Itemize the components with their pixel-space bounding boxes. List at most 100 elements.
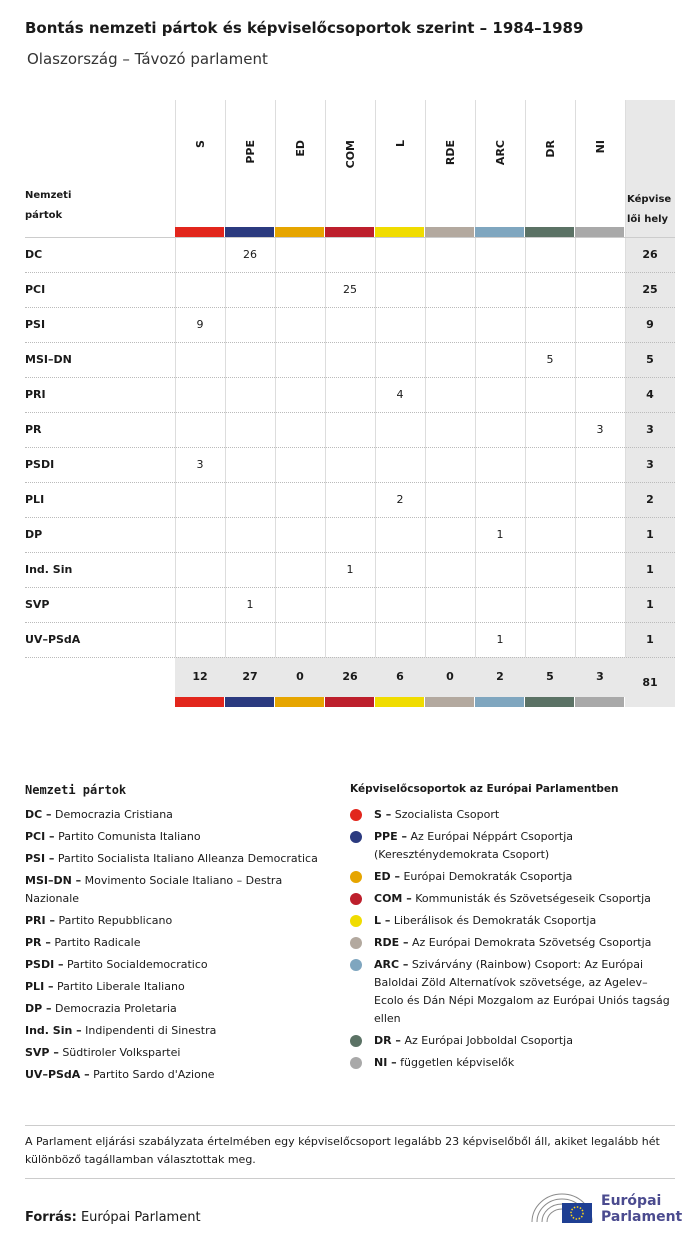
cell-value: 2 [396, 493, 404, 506]
legend-abbr: DP – [25, 1002, 52, 1015]
legend-abbr: DC – [25, 808, 52, 821]
legend-name: Partito Repubblicano [58, 914, 173, 927]
logo-line: Európai [601, 1193, 662, 1209]
legend-abbr: PLI – [25, 980, 54, 993]
legend-name: Democrazia Proletaria [55, 1002, 177, 1015]
legend-item: PCI – Partito Comunista Italiano [25, 828, 325, 846]
row-rule [25, 622, 675, 623]
column-rule [225, 100, 226, 657]
divider [25, 1125, 675, 1126]
legend-name: Partito Sardo d'Azione [93, 1068, 215, 1081]
party-label: MSI–DN [25, 353, 72, 366]
group-header: L [394, 140, 407, 148]
legend-name: Kommunisták és Szövetségeseik Csoportja [415, 892, 651, 905]
group-header: RDE [444, 140, 457, 166]
legend-abbr: S – [374, 808, 392, 821]
legend-abbr: L – [374, 914, 391, 927]
legend-item: PR – Partito Radicale [25, 934, 325, 952]
row-rule [25, 447, 675, 448]
source-text: Európai Parlament [80, 1210, 201, 1225]
legend-item: COM – Kommunisták és Szövetségeseik Csop… [374, 890, 676, 908]
row-rule [25, 307, 675, 308]
column-rule [175, 100, 176, 657]
legend-abbr: Ind. Sin – [25, 1024, 82, 1037]
color-bar [275, 227, 324, 237]
legend-abbr: NI – [374, 1056, 397, 1069]
group-header: ED [294, 140, 307, 157]
party-label: Ind. Sin [25, 563, 73, 576]
legend-name: Szivárvány (Rainbow) Csoport: Az Európai… [374, 958, 670, 1025]
legend-name: Movimento Sociale Italiano – Destra Nazi… [25, 874, 283, 905]
cell-value: 1 [496, 633, 504, 646]
legend-abbr: COM – [374, 892, 412, 905]
column-total: 0 [296, 670, 304, 683]
legend-heading: Nemzeti pártok [25, 783, 127, 797]
logo-text: Európai Parlament [601, 1193, 682, 1225]
group-header: PPE [244, 140, 257, 164]
title: Bontás nemzeti pártok és képviselőcsopor… [25, 19, 584, 37]
legend-abbr: ED – [374, 870, 400, 883]
legend-dot [350, 893, 362, 905]
cell-value: 25 [343, 283, 357, 296]
party-label: UV–PSdA [25, 633, 81, 646]
cell-value: 1 [346, 563, 354, 576]
legend-item: PLI – Partito Liberale Italiano [25, 978, 325, 996]
legend-name: független képviselők [400, 1056, 515, 1069]
legend-name: Szocialista Csoport [394, 808, 500, 821]
color-bar [225, 227, 274, 237]
cell-value: 1 [246, 598, 254, 611]
legend-item: PPE – Az Európai Néppárt Csoportja (Kere… [374, 828, 676, 864]
legend-name: Európai Demokraták Csoportja [403, 870, 573, 883]
divider [25, 1178, 675, 1179]
party-label: PCI [25, 283, 46, 296]
legend-abbr: SVP – [25, 1046, 59, 1059]
legend-abbr: UV–PSdA – [25, 1068, 90, 1081]
legend-name: Partito Liberale Italiano [57, 980, 185, 993]
row-rule [25, 517, 675, 518]
party-label: DC [25, 248, 43, 261]
legend-name: Az Európai Jobboldal Csoportja [404, 1034, 573, 1047]
column-total: 26 [342, 670, 358, 683]
logo-line: Parlament [601, 1209, 683, 1225]
legend-dot [350, 1057, 362, 1069]
column-rule [375, 100, 376, 657]
legend-dot [350, 871, 362, 883]
group-header: DR [544, 140, 557, 158]
legend-dot [350, 1035, 362, 1047]
color-bar [425, 227, 474, 237]
row-rule [25, 657, 675, 658]
column-rule [275, 100, 276, 657]
footnote: A Parlament eljárási szabályzata értelmé… [25, 1135, 660, 1166]
row-total: 25 [642, 283, 658, 296]
legend-name: Partito Radicale [54, 936, 141, 949]
legend-dot [350, 915, 362, 927]
column-rule [425, 100, 426, 657]
color-bar [575, 697, 624, 707]
column-total: 5 [546, 670, 554, 683]
row-header: Nemzeti pártok [25, 190, 72, 221]
party-label: PRI [25, 388, 46, 401]
color-bar [175, 227, 224, 237]
column-total: 12 [192, 670, 208, 683]
totals-bg [175, 657, 625, 697]
legend-item: PSI – Partito Socialista Italiano Allean… [25, 850, 325, 868]
row-rule [25, 587, 675, 588]
legend-abbr: RDE – [374, 936, 409, 949]
group-header: COM [344, 140, 357, 169]
cell-value: 4 [396, 388, 404, 401]
row-rule [25, 482, 675, 483]
party-label: PR [25, 423, 42, 436]
legend-item: DR – Az Európai Jobboldal Csoportja [374, 1032, 676, 1050]
column-total: 6 [396, 670, 404, 683]
row-total: 26 [642, 248, 658, 261]
total-header: Képviselői hely [627, 194, 672, 225]
legend-item: MSI–DN – Movimento Sociale Italiano – De… [25, 872, 325, 908]
legend-dot [350, 809, 362, 821]
row-total: 3 [646, 458, 654, 471]
group-header: NI [594, 140, 607, 154]
color-bar [275, 697, 324, 707]
legend-name: Az Európai Demokrata Szövetség Csoportja [411, 936, 652, 949]
legend-name: Indipendenti di Sinestra [85, 1024, 217, 1037]
cell-value: 3 [196, 458, 204, 471]
